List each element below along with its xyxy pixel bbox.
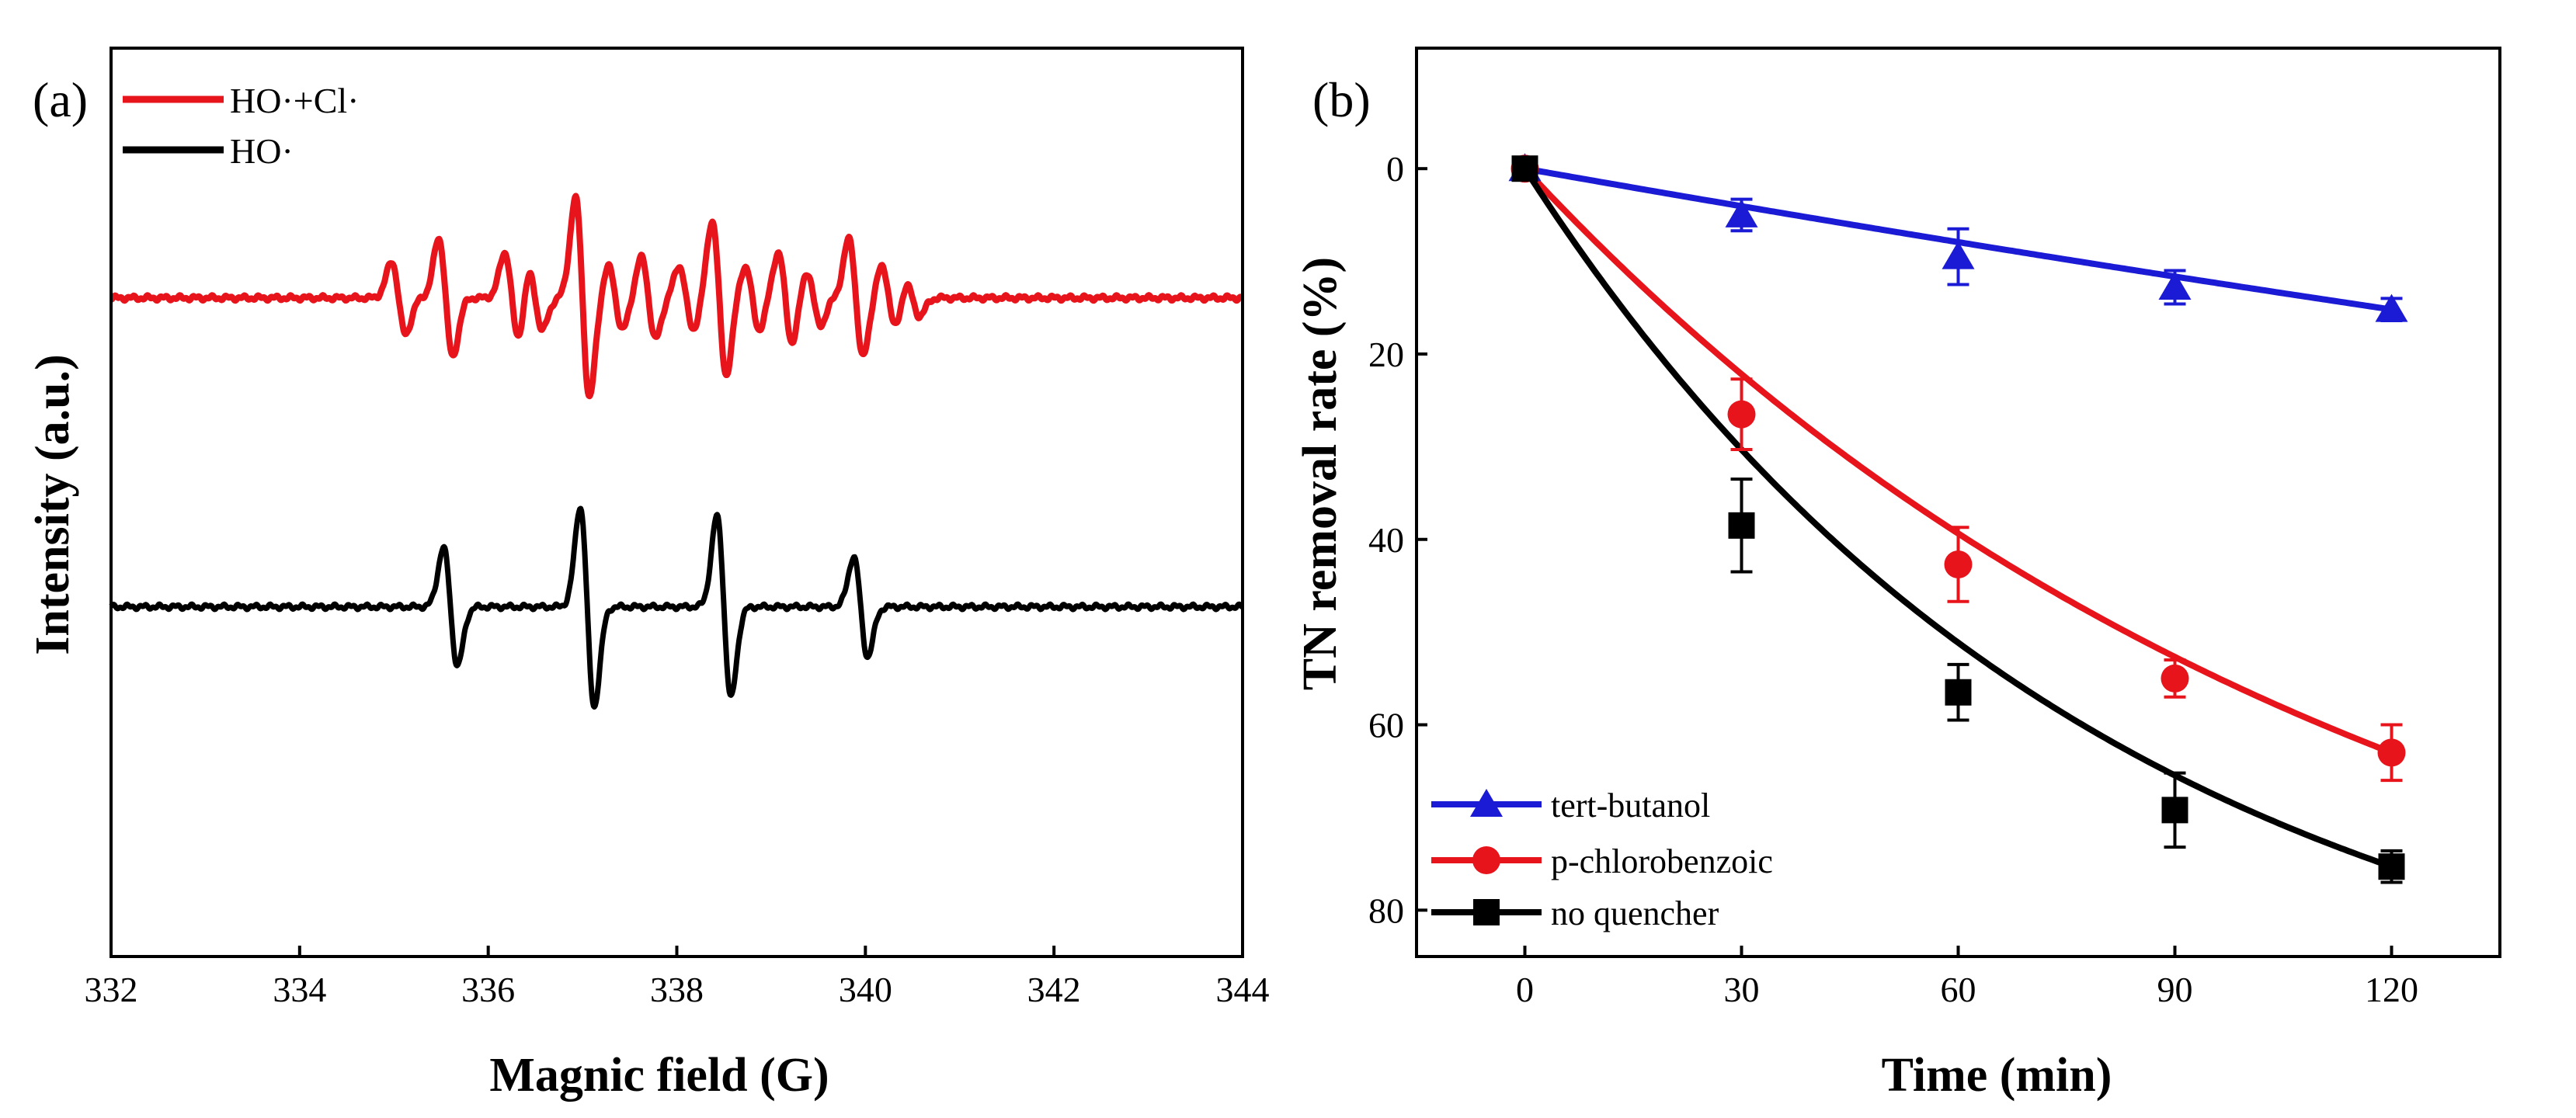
panel-b-label: (b)	[1312, 72, 1371, 127]
panel-b-data-point	[2158, 272, 2192, 300]
panel-a-epr-chart: (a) Intensity (a.u.) Magnic field (G) 33…	[26, 47, 1270, 1102]
panel-b-x-axis-title: Time (min)	[1882, 1049, 2112, 1102]
panel-a-legend-label-ho: HO·	[230, 131, 294, 171]
panel-b-y-tick-label: 0	[1386, 149, 1404, 189]
panel-a-x-ticks: 332 334 336 338 340 342 344	[85, 946, 1270, 1009]
panel-b-plot-area	[1508, 153, 2408, 884]
panel-a-x-tick-label: 332	[85, 970, 138, 1009]
panel-a-legend-label-ho-cl: HO·+Cl·	[230, 81, 359, 120]
panel-b-data-point	[1942, 241, 1975, 269]
panel-a-frame	[110, 47, 1244, 958]
panel-b-legend-label-p-chlorobenzoic: p-chlorobenzoic	[1551, 842, 1773, 880]
panel-b-x-tick-label: 90	[2157, 970, 2193, 1009]
panel-a-x-tick-label: 336	[461, 970, 515, 1009]
panel-b-data-point	[2377, 738, 2406, 767]
panel-b-data-point	[1944, 550, 1973, 578]
panel-b-y-tick-label: 80	[1368, 891, 1404, 930]
panel-b-legend-label-no-quencher: no quencher	[1551, 894, 1719, 932]
panel-b-data-point	[1727, 400, 1756, 429]
panel-b-data-point	[2161, 797, 2188, 824]
panel-b-x-tick-label: 30	[1724, 970, 1760, 1009]
panel-b-x-tick-label: 60	[1941, 970, 1976, 1009]
panel-b-x-tick-label: 120	[2365, 970, 2418, 1009]
panel-a-plot-area	[109, 193, 1245, 710]
panel-a-y-axis-title: Intensity (a.u.)	[26, 354, 79, 655]
panel-b-fit-line	[1522, 167, 2393, 870]
panel-b-data-point	[1728, 512, 1755, 539]
panel-b-data-point	[2161, 664, 2189, 693]
panel-b-ticks: 0 30 60 90 120 0 20 40 60 80	[1368, 149, 2418, 1009]
panel-a-x-tick-label: 334	[273, 970, 326, 1009]
panel-b-legend-label-tert-butanol: tert-butanol	[1551, 786, 1710, 825]
panel-a-series-line	[109, 505, 1245, 710]
panel-b-data-point	[2375, 293, 2408, 322]
panel-b-legend-marker-p-chlorobenzoic	[1472, 846, 1500, 874]
panel-a-x-tick-label: 338	[650, 970, 704, 1009]
panel-b-tn-removal-chart: (b) TN removal rate (%) Time (min) 0 30 60…	[1294, 47, 2501, 1102]
panel-a-x-axis-title: Magnic field (G)	[489, 1049, 829, 1102]
panel-b-y-axis-title: TN removal rate (%)	[1294, 257, 1347, 690]
panel-a-x-tick-label: 344	[1216, 970, 1270, 1009]
panel-b-frame	[1415, 47, 2501, 958]
panel-b-data-point	[1725, 199, 1758, 227]
panel-b-legend: tert-butanol p-chlorobenzoic no quencher	[1431, 786, 1773, 932]
panel-a-x-tick-label: 340	[839, 970, 892, 1009]
panel-a-legend: HO·+Cl· HO·	[123, 81, 359, 171]
panel-b-y-tick-label: 20	[1368, 335, 1404, 374]
panel-b-data-point	[1945, 679, 1972, 706]
panel-b-legend-marker-no-quencher	[1473, 899, 1500, 925]
panel-b-data-point	[2378, 853, 2405, 880]
panel-b-data-point	[1511, 155, 1538, 182]
panel-b-y-tick-label: 60	[1368, 706, 1404, 745]
panel-a-series-line	[109, 193, 1245, 400]
panel-b-y-tick-label: 40	[1368, 520, 1404, 560]
panel-a-x-tick-label: 342	[1027, 970, 1081, 1009]
panel-a-label: (a)	[33, 72, 88, 127]
panel-b-legend-marker-tert-butanol	[1470, 789, 1503, 817]
panel-b-x-tick-label: 0	[1516, 970, 1534, 1009]
